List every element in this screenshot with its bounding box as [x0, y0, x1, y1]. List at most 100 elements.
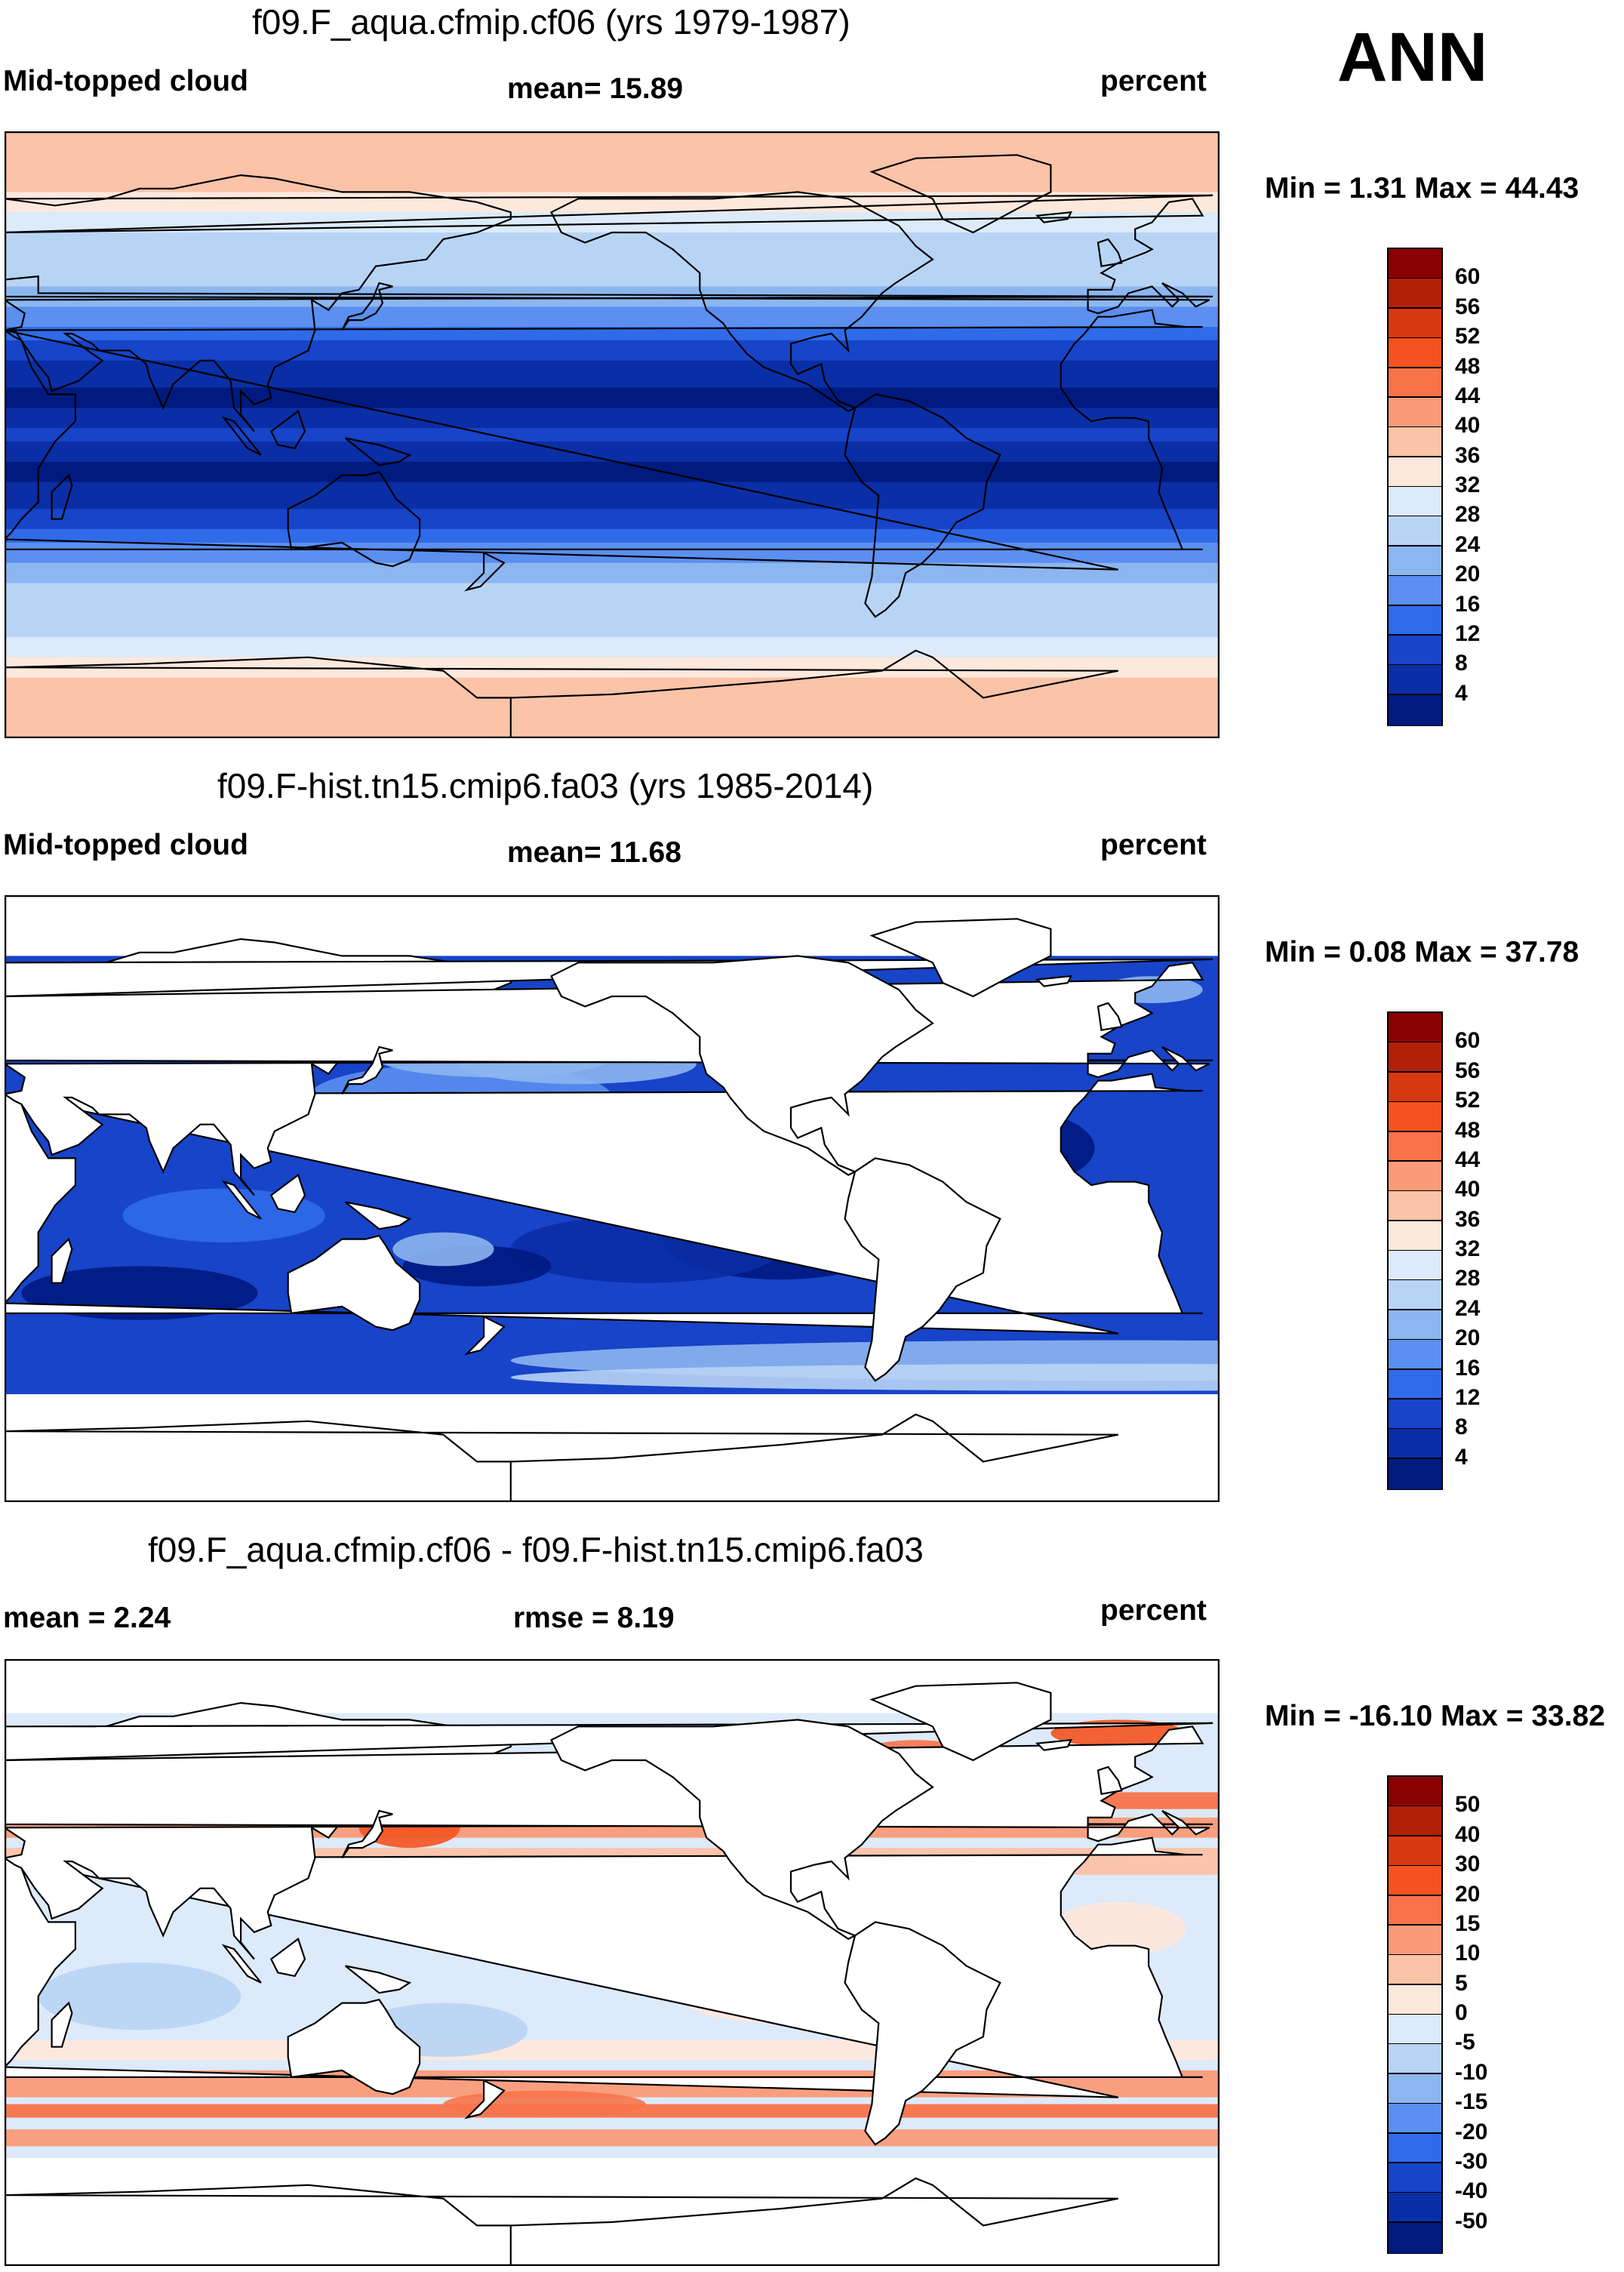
- zonal-band: [5, 340, 1220, 348]
- zonal-band: [5, 205, 1220, 213]
- zonal-band: [5, 320, 1220, 328]
- zonal-band: [5, 650, 1220, 658]
- zonal-band: [5, 293, 1220, 300]
- colorbar-swatch: [1389, 1102, 1441, 1132]
- colorbar-swatch: [1389, 2044, 1441, 2075]
- colorbar-swatch: [1389, 2073, 1441, 2104]
- colorbar-tick-label: 44: [1455, 1147, 1481, 1172]
- zonal-band: [5, 711, 1220, 719]
- land-namerica: [550, 1719, 934, 1940]
- colorbar-swatch: [1389, 2193, 1441, 2224]
- land-australia: [287, 1998, 421, 2095]
- coastline-europe_e: [5, 194, 1213, 280]
- colorbar-tick-label: -20: [1455, 2119, 1488, 2144]
- zonal-band: [5, 219, 1220, 226]
- land-madagascar: [51, 1237, 73, 1284]
- panel-1-units-label: percent: [1100, 65, 1207, 97]
- colorbar-tick-label: 36: [1455, 1206, 1481, 1232]
- zonal-band: [5, 536, 1220, 543]
- zonal-band: [5, 495, 1220, 503]
- panel-2-variable-label: Mid-topped cloud: [3, 829, 248, 861]
- map-frame: [5, 1659, 1220, 2266]
- zonal-band: [5, 630, 1220, 638]
- zonal-band: [5, 549, 1220, 557]
- zonal-band: [5, 137, 1220, 146]
- land-europe_w: [5, 1726, 1210, 1843]
- colorbar-swatch: [1389, 1895, 1441, 1926]
- colorbar-tick-label: 52: [1455, 324, 1481, 349]
- zonal-band: [5, 542, 1220, 550]
- land-uk: [1097, 1002, 1123, 1031]
- colorbar-tick-label: -10: [1455, 2059, 1488, 2085]
- zonal-band: [5, 245, 1220, 254]
- zonal-band: [5, 731, 1220, 738]
- colorbar-swatch: [1389, 368, 1441, 399]
- zonal-band: [5, 252, 1220, 260]
- colorbar-swatch: [1389, 2104, 1441, 2134]
- zonal-band: [5, 367, 1220, 375]
- zonal-band: [5, 610, 1220, 617]
- colorbar-swatch: [1389, 1399, 1441, 1430]
- zonal-band: [5, 144, 1220, 152]
- zonal-band: [5, 401, 1220, 408]
- colorbar-tick-label: 4: [1455, 680, 1468, 706]
- colorbar-swatch: [1389, 1458, 1441, 1489]
- land-japan: [341, 1045, 393, 1095]
- panel-1-variable-label: Mid-topped cloud: [3, 65, 248, 97]
- coastline-nz: [464, 551, 506, 592]
- zonal-band: [5, 468, 1220, 476]
- colorbar-swatch: [1389, 546, 1441, 577]
- zonal-band: [5, 360, 1220, 368]
- coastline-asia: [5, 174, 1213, 433]
- zonal-band: [5, 596, 1220, 604]
- panel-3-minmax: Min = -16.10 Max = 33.82: [1265, 1700, 1605, 1732]
- colorbar-tick-label: 20: [1455, 562, 1481, 587]
- colorbar-tick-label: 24: [1455, 1295, 1481, 1321]
- zonal-band: [5, 617, 1220, 624]
- zonal-band: [5, 509, 1220, 516]
- colorbar-swatch: [1389, 1777, 1441, 1807]
- colorbar-swatch: [1389, 665, 1441, 696]
- zonal-band: [5, 657, 1220, 665]
- zonal-bands: [5, 131, 1220, 738]
- colorbar-swatch: [1389, 427, 1441, 458]
- coastline-iceland: [1035, 211, 1073, 223]
- zonal-band: [5, 529, 1220, 537]
- zonal-band: [5, 266, 1220, 274]
- zonal-band: [5, 334, 1220, 341]
- coastline-europe_w: [5, 198, 1210, 315]
- land-namerica: [550, 955, 934, 1176]
- map-frame: [5, 895, 1220, 1502]
- zonal-band: [5, 158, 1220, 166]
- panel-1-colorbar: [1387, 248, 1443, 726]
- colorbar-tick-label: 28: [1455, 1266, 1481, 1291]
- zonal-band: [5, 380, 1220, 388]
- colorbar-swatch: [1389, 516, 1441, 547]
- colorbar-swatch: [1389, 1925, 1441, 1956]
- land-samerica: [844, 1157, 1001, 1382]
- panel-3-mean-label: mean = 2.24: [3, 1602, 171, 1634]
- diff-contour: [38, 1963, 241, 2030]
- zonal-band: [5, 185, 1220, 192]
- colorbar-swatch: [1389, 1429, 1441, 1460]
- land-uk: [1097, 1766, 1123, 1795]
- coastline-madagascar: [51, 473, 73, 520]
- colorbar-swatch: [1389, 1221, 1441, 1251]
- colorbar-swatch: [1389, 1280, 1441, 1311]
- panel-2-colorbar: [1387, 1011, 1443, 1490]
- season-label: ANN: [1337, 19, 1488, 96]
- land-sumatra: [221, 1180, 262, 1220]
- colorbar-swatch: [1389, 1072, 1441, 1103]
- coastline-africa_e: [5, 329, 77, 541]
- panel-1-map: [5, 131, 1220, 738]
- zonal-band: [5, 374, 1220, 382]
- colorbar-swatch: [1389, 1131, 1441, 1162]
- map-frame: [5, 131, 1220, 738]
- colorbar-tick-label: 20: [1455, 1325, 1481, 1351]
- colorbar-swatch: [1389, 1013, 1441, 1043]
- zonal-band: [5, 435, 1220, 442]
- zonal-band: [5, 454, 1220, 463]
- coastline-antarctica: [5, 649, 1119, 738]
- zonal-band: [5, 677, 1220, 685]
- colorbar-swatch: [1389, 1251, 1441, 1281]
